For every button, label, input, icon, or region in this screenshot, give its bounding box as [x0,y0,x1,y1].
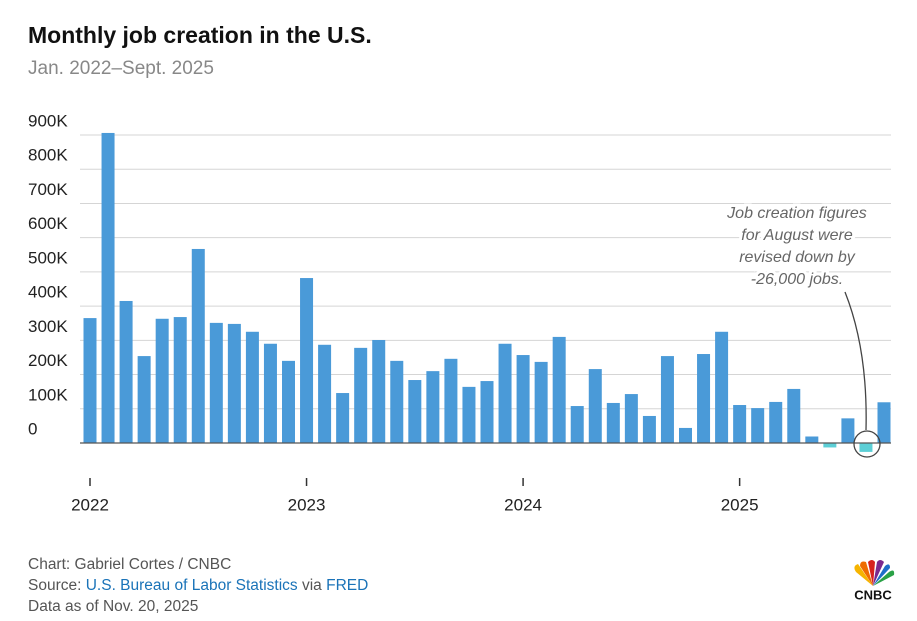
bar [516,355,530,443]
x-tick-label: 2024 [504,495,542,514]
x-tick-label: 2025 [721,495,759,514]
bar [119,300,133,443]
y-tick-label: 100K [28,385,68,404]
bar [570,406,584,443]
bar [83,318,97,443]
annotation-text: Job creation figures [726,205,867,222]
bar [408,380,422,443]
bar [372,339,386,443]
bar [823,443,837,448]
bar [787,388,801,443]
y-tick-label: 0 [28,419,37,438]
bar [173,317,187,443]
chart-subtitle: Jan. 2022–Sept. 2025 [28,58,214,79]
bar [209,322,223,443]
y-tick-label: 900K [28,111,68,130]
source-link[interactable]: U.S. Bureau of Labor Statistics [85,577,298,594]
bar [498,343,512,443]
annotation-text: -26,000 jobs. [751,271,844,288]
bar [805,436,819,443]
bar [336,393,350,443]
y-tick-label: 200K [28,351,68,370]
bar [263,343,277,443]
bar [534,361,548,443]
bar [552,336,566,443]
bar [245,331,259,443]
bar [227,323,241,443]
annotation-circle [853,430,881,458]
y-tick-label: 500K [28,248,68,267]
bar [318,344,332,443]
bar [101,132,115,444]
cnbc-logo: CNBC [854,560,895,602]
bar [480,381,494,443]
bar [715,331,729,443]
source-line: Source: U.S. Bureau of Labor Statistics … [28,577,368,595]
credit: Chart: Gabriel Cortes / CNBC [28,556,232,573]
bar [660,356,674,443]
bar [751,408,765,443]
source-link-2[interactable]: FRED [326,577,369,594]
bar [390,360,404,443]
bar [642,415,656,443]
y-tick-label: 400K [28,283,68,302]
bar [588,369,602,443]
bar [769,401,783,443]
y-tick-label: 600K [28,214,68,233]
source-via: via [301,577,322,594]
bar [859,443,873,452]
y-tick-label: 700K [28,180,68,199]
bar [462,386,476,443]
x-tick-label: 2023 [288,495,326,514]
y-tick-label: 300K [28,317,68,336]
annotation-arrow [844,291,867,431]
bar [841,418,855,443]
bar [155,318,169,443]
bar [697,354,711,443]
bar [444,358,458,443]
bar [300,278,314,443]
bar [606,402,620,443]
bar [877,402,891,443]
bar [733,405,747,443]
annotation-text: revised down by [739,249,856,266]
date-note: Data as of Nov. 20, 2025 [28,598,199,615]
annotation-text: for August were [741,227,853,244]
bar [191,248,205,443]
bar [282,360,295,443]
bar [624,394,638,443]
bar [426,371,440,443]
y-tick-label: 800K [28,146,68,165]
bar [137,356,151,443]
source-prefix: Source: [28,577,82,594]
logo-text: CNBC [854,587,892,602]
x-tick-label: 2022 [71,495,109,514]
bar [354,347,368,443]
bar [679,427,692,443]
chart-title: Monthly job creation in the U.S. [28,22,372,48]
